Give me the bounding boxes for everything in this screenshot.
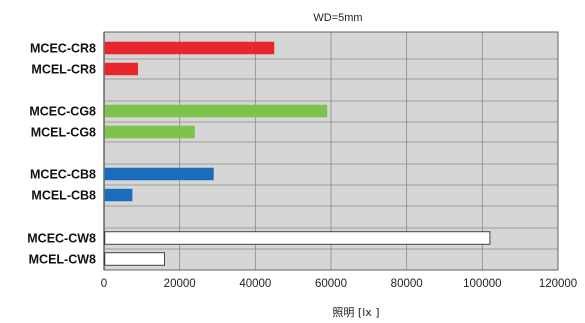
category-label: MCEL-CW8	[29, 253, 96, 267]
bar-mcel-cr8	[104, 62, 139, 76]
x-tick-label: 120000	[539, 278, 577, 290]
plot-border	[103, 31, 559, 271]
category-label: MCEL-CG8	[31, 126, 96, 140]
bar-mcec-cb8	[104, 167, 214, 181]
category-labels: MCEC-CR8 MCEL-CR8 MCEC-CG8 MCEL-CG8 MCEC-CB8…	[27, 42, 96, 267]
bar-mcec-cw8	[104, 231, 491, 245]
x-tick-label: 80000	[391, 278, 423, 290]
bar-mcec-cg8	[104, 104, 328, 118]
category-label: MCEL-CB8	[31, 189, 96, 203]
x-tick-label: 100000	[463, 278, 501, 290]
x-axis-title: 照明 [lx ]	[332, 306, 379, 319]
x-tick-label: 0	[101, 278, 107, 290]
bar-mcec-cr8	[104, 41, 275, 55]
gridlines	[103, 31, 559, 271]
category-label: MCEC-CW8	[27, 232, 96, 246]
category-label: MCEC-CB8	[30, 168, 96, 182]
x-tick-label: 40000	[239, 278, 271, 290]
category-label: MCEC-CG8	[29, 105, 96, 119]
bar-mcel-cg8	[104, 125, 195, 139]
chart-title: WD=5mm	[313, 12, 362, 24]
x-tick-label: 20000	[164, 278, 196, 290]
bar-mcel-cb8	[104, 188, 133, 202]
category-label: MCEL-CR8	[31, 63, 96, 77]
x-tick-labels: 0 20000 40000 60000 80000 100000 120000	[101, 278, 577, 290]
bars	[104, 41, 491, 266]
category-label: MCEC-CR8	[30, 42, 96, 56]
x-tick-label: 60000	[315, 278, 347, 290]
bar-mcel-cw8	[104, 252, 165, 266]
